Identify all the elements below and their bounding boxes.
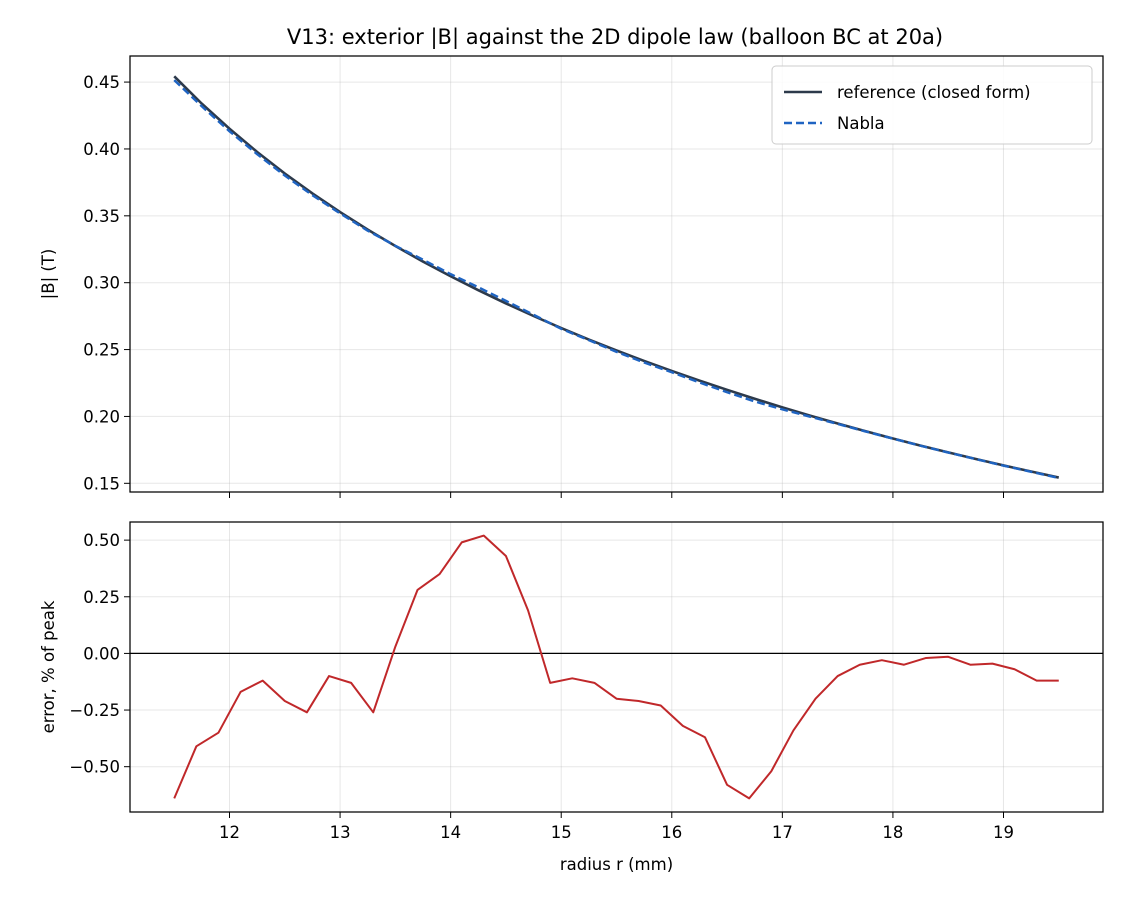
legend: reference (closed form) Nabla [771, 65, 1093, 145]
legend-label: reference (closed form) [837, 83, 1031, 102]
top-series-line-1 [173, 79, 1060, 480]
y-tick-label: −0.25 [69, 701, 120, 720]
y-tick-label: 0.50 [83, 531, 120, 550]
y-tick-label: −0.50 [69, 758, 120, 777]
x-tick-label: 12 [219, 823, 240, 842]
x-tick-label: 19 [993, 823, 1014, 842]
plot-frame [129, 521, 1104, 813]
y-tick-label: 0.30 [83, 274, 120, 293]
bottom-plot: 12 13 14 15 16 17 18 19 −0.50 −0.25 0.00 0.25 0.50 er… [39, 521, 1104, 874]
bottom-series-line-0 [173, 534, 1059, 800]
y-tick-label: 0.35 [83, 207, 120, 226]
x-tick-label: 13 [330, 823, 351, 842]
y-tick-label: 0.20 [83, 407, 120, 426]
y-axis-label: |B| (T) [39, 249, 58, 300]
top-plot: 0.15 0.20 0.25 0.30 0.35 0.40 0.45 |B| (T) refer… [39, 55, 1104, 498]
plot-frame [129, 55, 1104, 493]
x-tick-label: 17 [772, 823, 793, 842]
y-tick-label: 0.25 [83, 588, 120, 607]
x-tick-label: 16 [661, 823, 682, 842]
y-tick-label: 0.00 [83, 644, 120, 663]
x-tick-label: 14 [440, 823, 461, 842]
x-tick-label: 15 [551, 823, 572, 842]
y-axis-label: error, % of peak [39, 600, 58, 733]
legend-box [771, 65, 1093, 145]
chart-title: V13: exterior |B| against the 2D dipole … [287, 25, 943, 50]
x-tick-label: 18 [882, 823, 903, 842]
y-tick-label: 0.45 [83, 73, 120, 92]
y-tick-label: 0.15 [83, 474, 120, 493]
legend-label: Nabla [837, 114, 885, 133]
x-axis-label: radius r (mm) [560, 855, 673, 874]
y-tick-label: 0.40 [83, 140, 120, 159]
y-tick-label: 0.25 [83, 341, 120, 360]
